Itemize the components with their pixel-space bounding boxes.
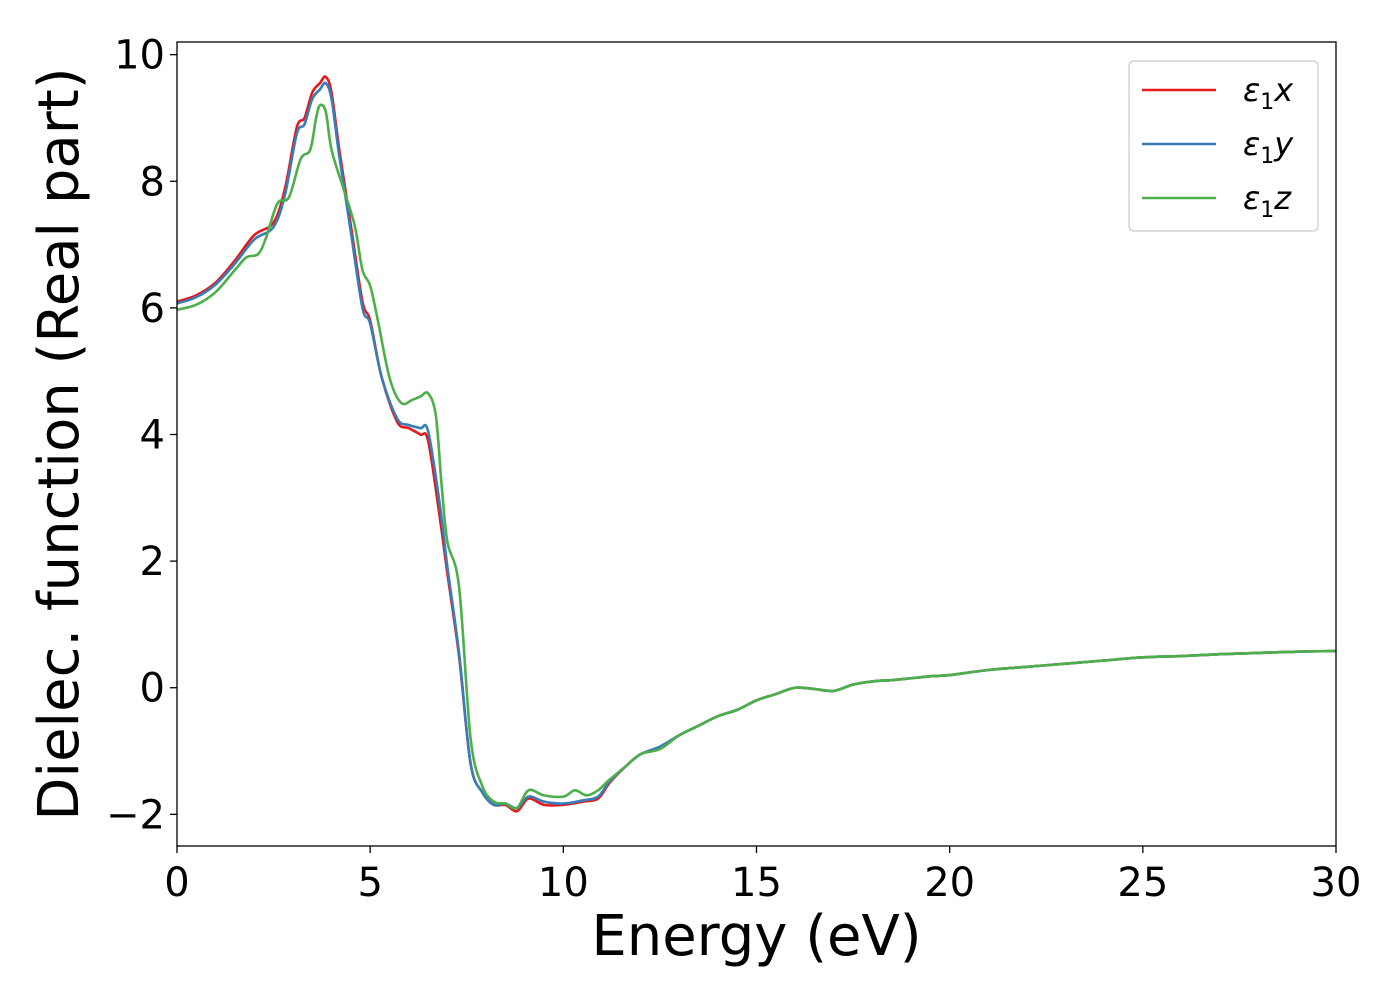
legend-component: y bbox=[1273, 125, 1294, 163]
legend-component: z bbox=[1273, 179, 1292, 217]
legend-epsilon: ε bbox=[1243, 71, 1260, 109]
legend-epsilon: ε bbox=[1243, 179, 1260, 217]
legend-subscript: 1 bbox=[1260, 198, 1274, 223]
legend-label-x: ε1x bbox=[1243, 71, 1294, 115]
y-axis-title: Dielec. function (Real part) bbox=[27, 67, 92, 820]
x-tick-label: 10 bbox=[538, 860, 589, 906]
series-line-z bbox=[177, 103, 1336, 810]
legend-box bbox=[1128, 60, 1319, 232]
legend-component: x bbox=[1273, 71, 1294, 109]
x-tick-label: 5 bbox=[357, 860, 382, 906]
x-tick-label: 0 bbox=[164, 860, 189, 906]
y-tick-label: 10 bbox=[114, 33, 165, 79]
legend-subscript: 1 bbox=[1260, 144, 1274, 169]
x-tick-label: 25 bbox=[1117, 860, 1168, 906]
legend-label-z: ε1z bbox=[1243, 179, 1292, 223]
y-tick-label: 4 bbox=[140, 413, 165, 459]
y-tick-label: 6 bbox=[140, 286, 165, 332]
y-tick-label: 8 bbox=[140, 159, 165, 205]
y-tick-label: 2 bbox=[140, 539, 165, 585]
x-tick-label: 20 bbox=[924, 860, 975, 906]
legend-epsilon: ε bbox=[1243, 125, 1260, 163]
y-tick-label: 0 bbox=[140, 666, 165, 712]
x-tick-label: 30 bbox=[1311, 860, 1362, 906]
series-layer bbox=[177, 75, 1336, 813]
legend-label-y: ε1y bbox=[1243, 125, 1294, 169]
y-tick-label: −2 bbox=[106, 792, 165, 838]
x-axis-title: Energy (eV) bbox=[591, 904, 921, 969]
x-tick-label: 15 bbox=[731, 860, 782, 906]
x-axis-ticks: 0 5 10 15 20 25 30 bbox=[164, 846, 1361, 906]
y-axis-ticks: −2 0 2 4 6 8 10 bbox=[106, 33, 177, 838]
legend-subscript: 1 bbox=[1260, 90, 1274, 115]
